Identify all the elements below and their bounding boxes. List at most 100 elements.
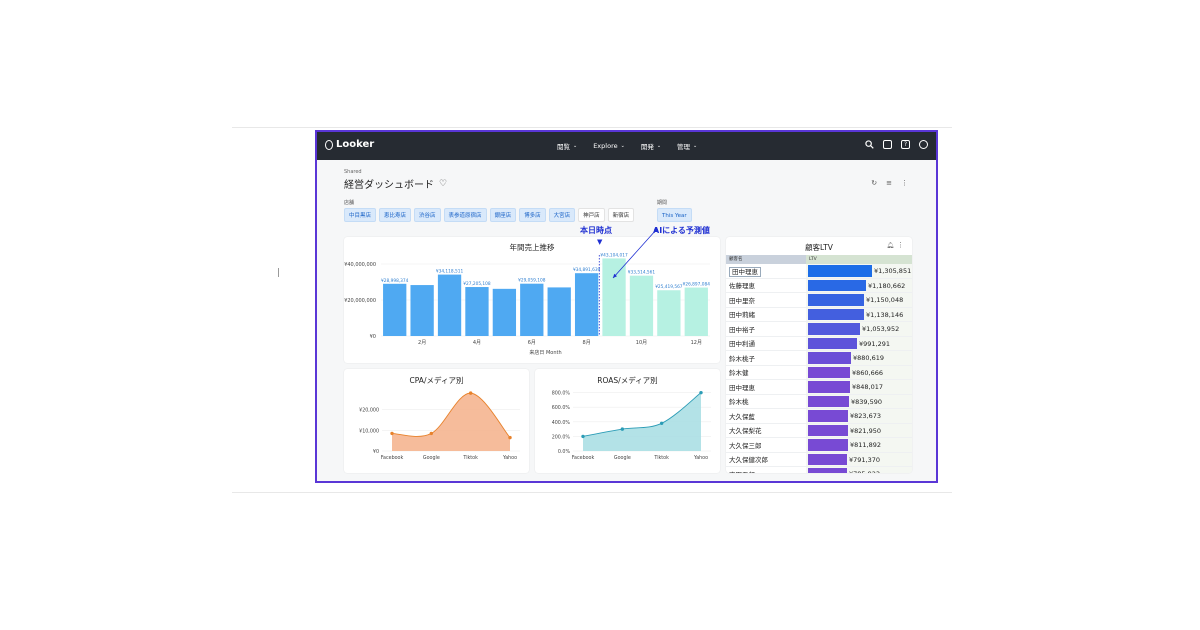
series-line [391,392,511,438]
y-tick-label: 0.0% [558,449,571,455]
ltv-value: ¥1,150,048 [866,296,904,304]
nav-label: Explore [593,142,618,150]
table-row[interactable]: 吉田五郎 ¥785,923 [726,467,912,473]
customer-name: 田中莉緒 [726,309,806,319]
more-vert-icon[interactable]: ⋮ [897,241,904,249]
nav-label: 管理 [677,143,691,151]
today-annotation: 本日時点 [580,226,612,235]
store-chip[interactable]: 神戸店 [578,208,605,222]
period-filter-label: 期間 [657,200,668,206]
store-chip[interactable]: 銀座店 [489,208,517,222]
filter-icon[interactable]: ≡ [886,179,892,187]
customer-name-text: 大久保三郎 [729,441,762,450]
y-tick-label: ¥0 [370,334,376,340]
table-body: 田中理恵 ¥1,305,851 佐藤理恵 ¥1,180,662 田中里奈 ¥1,150,0… [726,264,912,473]
store-chip[interactable]: 新宿店 [607,208,635,222]
card-title: 顧客LTV [805,243,833,252]
refresh-icon[interactable]: ↻ [871,179,878,187]
store-chip[interactable]: 恵比寿店 [379,208,412,222]
store-chip[interactable]: 大宮店 [548,208,576,222]
yearly-sales-card: 年間売上推移 ¥0 ¥20,000,000 ¥40,000,000 ¥28,998,3… [344,237,720,363]
table-row[interactable]: 大久保三郎 ¥811,892 [726,438,912,453]
customer-name: 田中利通 [726,338,806,348]
ltv-cell: ¥823,673 [806,409,912,423]
data-point [468,391,473,395]
x-tick-label: Tiktok [653,455,669,461]
help-icon[interactable]: ? [901,140,910,149]
table-row[interactable]: 田中理恵 ¥848,017 [726,380,912,395]
x-tick-label: 6月 [528,340,536,346]
x-tick-label: Tiktok [462,455,478,461]
column-header-name[interactable]: 顧客名 [726,255,806,264]
x-tick-label: 10月 [636,340,647,346]
looker-logo[interactable]: Looker [325,139,374,150]
roas-chart: 0.0% 200.0% 400.0% 600.0% 800.0% Facebook Goog… [552,391,711,461]
store-chip[interactable]: 中目黒店 [344,208,377,222]
nav-browse[interactable]: 閲覧 ⌄ [557,141,577,151]
ltv-cell: ¥991,291 [806,336,912,350]
ltv-card: 顧客LTV 🔔︎ ⋮ 顧客名 LTV 田中理恵 ¥1,305,851 佐藤理恵 ¥1,… [726,237,912,473]
ltv-bar [808,453,847,465]
screenshot-frame [232,127,952,493]
customer-name-text: 大久保藍 [729,412,755,421]
favorite-heart-icon[interactable]: ♡ [439,178,448,189]
table-row[interactable]: 田中莉緒 ¥1,138,146 [726,307,912,322]
data-label: ¥27,205,108 [463,281,491,287]
table-row[interactable]: 田中利通 ¥991,291 [726,336,912,351]
ltv-cell: ¥1,305,851 [806,264,912,278]
table-row[interactable]: 大久保藍 ¥823,673 [726,409,912,424]
x-tick-label: Facebook [572,455,595,461]
more-vert-icon[interactable]: ⋮ [901,179,908,187]
store-chip[interactable]: 博多店 [519,208,546,222]
table-row[interactable]: 鈴木桃子 ¥880,619 [726,351,912,366]
ltv-value: ¥880,619 [853,354,885,362]
store-chip[interactable]: 渋谷店 [414,208,441,222]
chevron-down-icon: ⌄ [693,143,698,149]
period-chip[interactable]: This Year [657,208,692,222]
sales-bar [629,275,654,336]
ltv-value: ¥860,666 [852,368,884,377]
customer-name: 田中裕子 [726,324,806,334]
table-row[interactable]: 田中裕子 ¥1,053,952 [726,322,912,337]
customer-name-text: 田中里奈 [729,296,755,305]
nav-develop[interactable]: 開発 ⌄ [641,141,661,151]
x-tick-label: Yahoo [502,455,517,461]
cpa-chart: ¥0 ¥10,000 ¥20,000 Facebook Google Tiktok Yaho… [359,391,520,461]
y-tick-label: ¥20,000 [359,408,379,414]
alert-bell-icon[interactable]: 🔔︎ [886,242,894,249]
customer-name-text: 大久保梨花 [729,427,762,436]
nav-admin[interactable]: 管理 ⌄ [677,141,697,151]
customer-name: 鈴木桃 [726,396,806,406]
chevron-down-icon: ⌄ [573,143,578,149]
area-fill [392,393,510,451]
table-row[interactable]: 鈴木桃 ¥839,590 [726,394,912,409]
nav-label: 開発 [640,143,654,151]
card-title: CPA/メディア別 [409,376,464,385]
table-row[interactable]: 大久保梨花 ¥821,950 [726,423,912,438]
customer-name-text: 田中裕子 [729,325,755,334]
table-row[interactable]: 田中理恵 ¥1,305,851 [726,264,912,279]
column-header-ltv[interactable]: LTV [806,255,912,264]
data-label: ¥43,104,017 [600,252,628,258]
marketplace-icon[interactable] [883,140,892,149]
table-row[interactable]: 大久保健次郎 ¥791,370 [726,452,912,467]
table-row[interactable]: 田中里奈 ¥1,150,048 [726,293,912,308]
search-icon[interactable] [865,140,874,149]
account-icon[interactable] [919,140,928,149]
y-tick-label: ¥0 [373,449,379,455]
cursor-mark [278,268,279,277]
sales-bar [547,287,571,336]
data-label: ¥34,891,639 [573,267,601,273]
store-chip[interactable]: 表参道原宿店 [443,208,487,222]
table-row[interactable]: 鈴木健 ¥860,666 [726,365,912,380]
sales-bar [492,288,517,336]
ltv-bar [808,279,866,291]
nav-explore[interactable]: Explore ⌄ [593,141,625,151]
customer-name: 鈴木健 [726,367,806,377]
main-nav: 閲覧 ⌄ Explore ⌄ 開発 ⌄ 管理 ⌄ [557,141,697,151]
table-row[interactable]: 佐藤理恵 ¥1,180,662 [726,278,912,293]
ltv-value: ¥823,673 [850,412,882,420]
breadcrumb[interactable]: Shared [344,169,362,175]
sales-bar [465,287,489,336]
data-label: ¥28,998,374 [381,278,409,284]
